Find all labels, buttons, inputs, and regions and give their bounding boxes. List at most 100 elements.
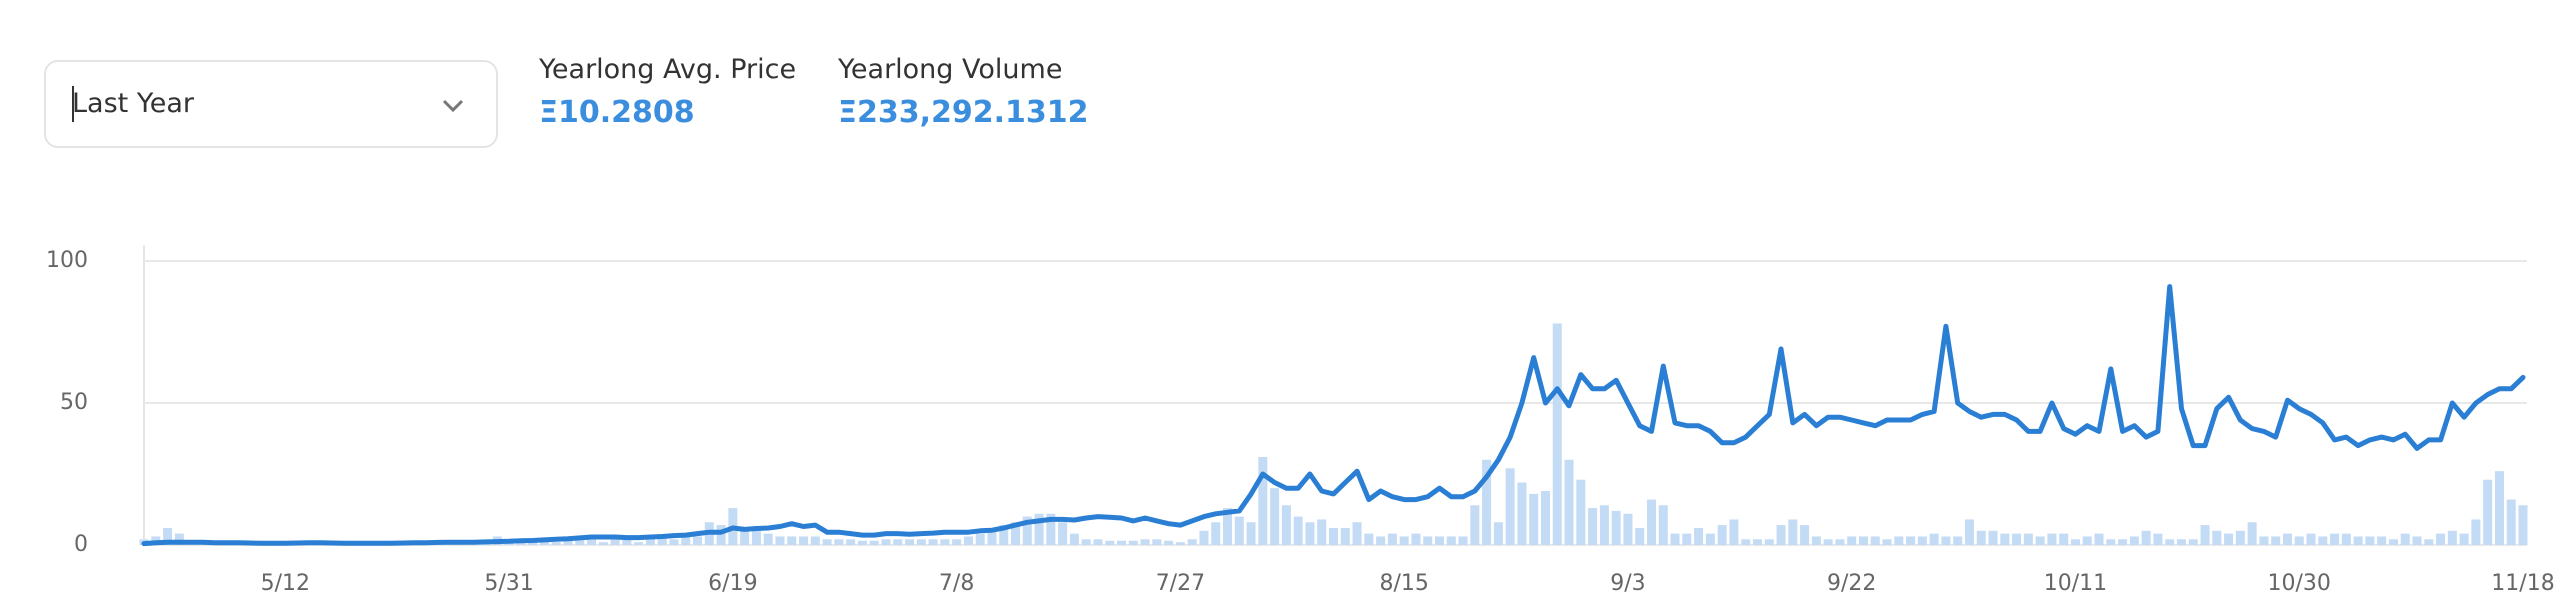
volume-bar bbox=[2471, 519, 2481, 545]
volume-bar bbox=[2424, 539, 2434, 545]
volume-bar bbox=[681, 533, 691, 545]
volume-bar bbox=[1776, 525, 1786, 545]
volume-bar bbox=[1152, 539, 1162, 545]
volume-bar bbox=[1552, 323, 1562, 545]
volume-bar bbox=[1646, 499, 1656, 545]
volume-bar bbox=[1364, 533, 1374, 545]
volume-bar bbox=[2341, 533, 2351, 545]
x-tick-label: 10/11 bbox=[2044, 571, 2107, 596]
stat-label: Yearlong Avg. Price bbox=[539, 54, 797, 85]
volume-bar bbox=[2212, 530, 2222, 545]
volume-bar bbox=[751, 530, 761, 545]
volume-bar bbox=[2388, 539, 2398, 545]
volume-bar bbox=[1929, 533, 1939, 545]
volume-bar bbox=[1022, 516, 1032, 545]
volume-bar bbox=[1093, 539, 1103, 545]
volume-bar bbox=[657, 536, 667, 545]
volume-bar bbox=[2494, 471, 2504, 545]
volume-bar bbox=[1246, 522, 1256, 545]
volume-bar bbox=[1729, 519, 1739, 545]
volume-bar bbox=[1199, 530, 1209, 545]
volume-bar bbox=[928, 539, 938, 545]
volume-bar bbox=[1293, 516, 1303, 545]
volume-bar bbox=[1505, 468, 1515, 545]
volume-bar bbox=[1034, 513, 1044, 545]
volume-bar bbox=[2141, 530, 2151, 545]
volume-bar bbox=[1623, 513, 1633, 545]
volume-bar bbox=[787, 536, 797, 545]
chevron-icon bbox=[442, 99, 464, 113]
volume-bar bbox=[1788, 519, 1798, 545]
volume-bar bbox=[1635, 527, 1645, 545]
volume-bar bbox=[1058, 522, 1068, 545]
volume-bar bbox=[1081, 539, 1091, 545]
volume-bar bbox=[1234, 516, 1244, 545]
volume-bar bbox=[1811, 536, 1821, 545]
volume-bar bbox=[2447, 530, 2457, 545]
volume-bar bbox=[2224, 533, 2234, 545]
volume-bar bbox=[763, 533, 773, 545]
dropdown-value: Last Year bbox=[72, 88, 194, 119]
volume-bar bbox=[1305, 522, 1315, 545]
x-tick-label: 7/27 bbox=[1156, 571, 1205, 596]
volume-bar bbox=[2294, 536, 2304, 545]
volume-bar bbox=[775, 536, 785, 545]
volume-bar bbox=[1976, 530, 1986, 545]
volume-bar bbox=[1329, 527, 1338, 545]
volume-bar bbox=[1446, 536, 1456, 545]
volume-bar bbox=[1858, 536, 1868, 545]
volume-bar bbox=[1882, 539, 1892, 545]
volume-bar bbox=[1694, 527, 1704, 545]
volume-bar bbox=[1281, 505, 1291, 545]
volume-bar bbox=[881, 539, 891, 545]
volume-bar bbox=[846, 539, 856, 545]
x-tick-label: 8/15 bbox=[1379, 571, 1428, 596]
volume-bar bbox=[1164, 540, 1174, 545]
volume-bar bbox=[2306, 533, 2316, 545]
volume-bar bbox=[1752, 539, 1762, 545]
volume-bar bbox=[1376, 536, 1386, 545]
volume-bar bbox=[2330, 533, 2340, 545]
volume-bar bbox=[940, 539, 950, 545]
volume-bar bbox=[1588, 508, 1598, 545]
volume-bar bbox=[1682, 533, 1692, 545]
volume-bar bbox=[1835, 539, 1845, 545]
volume-bar bbox=[1670, 533, 1680, 545]
volume-bar bbox=[2483, 479, 2493, 545]
volume-bar bbox=[516, 542, 526, 545]
volume-bar bbox=[1423, 536, 1433, 545]
volume-bar bbox=[1046, 513, 1056, 545]
x-tick-label: 7/8 bbox=[939, 571, 974, 596]
volume-bar bbox=[1705, 533, 1715, 545]
volume-bar bbox=[1270, 488, 1280, 545]
volume-bar bbox=[1223, 508, 1233, 545]
volume-bar bbox=[834, 539, 844, 545]
volume-bar bbox=[1717, 525, 1727, 545]
volume-bar bbox=[2200, 525, 2210, 545]
volume-bar bbox=[575, 539, 585, 545]
volume-bar bbox=[1187, 539, 1197, 545]
volume-bar bbox=[610, 539, 620, 545]
volume-bar bbox=[1917, 536, 1927, 545]
x-tick-label: 6/19 bbox=[708, 571, 757, 596]
volume-bar bbox=[716, 525, 726, 545]
stat: Yearlong Avg. Price Ξ10.2808 bbox=[539, 54, 796, 130]
volume-bar bbox=[1175, 542, 1185, 545]
volume-bar bbox=[1564, 459, 1574, 545]
y-tick-label: 0 bbox=[74, 532, 88, 557]
volume-bar bbox=[2318, 536, 2328, 545]
volume-bar bbox=[1540, 491, 1550, 545]
volume-bar bbox=[1211, 522, 1221, 545]
volume-bar bbox=[551, 542, 561, 545]
volume-bar bbox=[1399, 536, 1409, 545]
volume-bar bbox=[2047, 533, 2057, 545]
volume-bar bbox=[893, 539, 903, 545]
volume-bar bbox=[1870, 536, 1880, 545]
volume-bar bbox=[2247, 522, 2257, 545]
volume-bar bbox=[1128, 540, 1138, 545]
volume-bar bbox=[598, 542, 608, 545]
volume-bar bbox=[2106, 539, 2116, 545]
volume-bar bbox=[2035, 536, 2045, 545]
range-dropdown[interactable]: Last Year bbox=[44, 60, 498, 148]
volume-bar bbox=[1941, 536, 1951, 545]
